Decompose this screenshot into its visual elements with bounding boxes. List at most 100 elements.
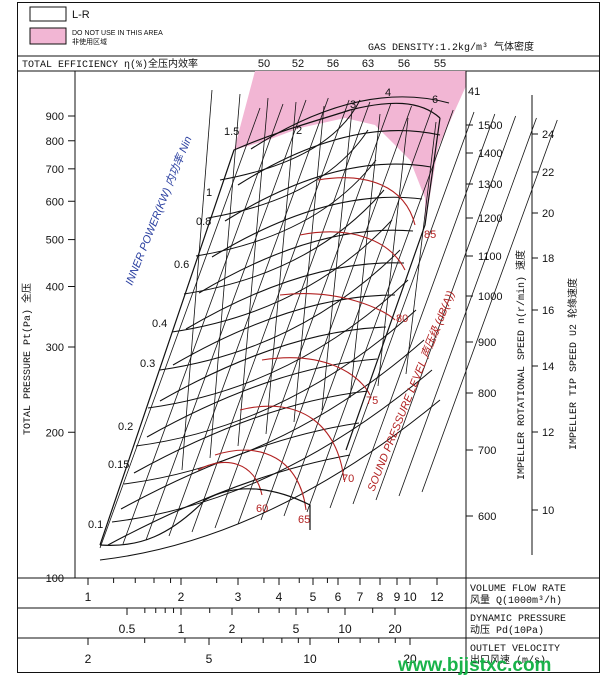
outlet-tick-label: 10 xyxy=(303,652,317,666)
sound-curve xyxy=(214,449,307,511)
sound-level-value: 70 xyxy=(342,473,354,485)
speed-tick-label: 1400 xyxy=(478,148,502,160)
flow-grid-line xyxy=(265,101,297,435)
legend-not-use-cn: 非使用区域 xyxy=(72,37,107,46)
speed-curves xyxy=(107,96,450,546)
dyn-axis-label-en: DYNAMIC PRESSURE xyxy=(470,614,566,625)
flow-tick-label: 6 xyxy=(335,590,342,604)
y-tick-label: 400 xyxy=(46,282,64,294)
y-tick-label: 900 xyxy=(46,111,64,123)
dyn-axis-label-cn: 动压 Pd(10Pa) xyxy=(470,624,544,637)
efficiency-tick: 52 xyxy=(292,58,304,70)
flow-grid-line xyxy=(191,99,350,533)
y-tick-label: 700 xyxy=(46,164,64,176)
inner-power-value: 0.8 xyxy=(196,216,211,228)
system-curve xyxy=(159,249,401,371)
sound-curve xyxy=(197,461,263,496)
speed-tick-label: 1100 xyxy=(478,251,502,263)
flow-grid-line xyxy=(398,117,537,497)
inner-power-value: 6 xyxy=(432,94,438,106)
speed-tick-label: 900 xyxy=(478,337,496,349)
flow-grid-line xyxy=(375,115,517,501)
flow-tick-label: 9 xyxy=(394,590,401,604)
not-use-region xyxy=(234,71,466,225)
flow-tick-label: 4 xyxy=(276,590,283,604)
inner-power-labels: 0.1 0.15 0.2 0.3 0.4 0.6 0.8 1 1.5 2 3 4 6 xyxy=(88,87,438,531)
inner-power-value: 0.6 xyxy=(174,259,189,271)
flow-tick-label: 2 xyxy=(178,590,185,604)
flow-axis-label-en: VOLUME FLOW RATE xyxy=(470,584,566,595)
corner-value: 41 xyxy=(468,86,480,98)
flow-grid-line xyxy=(237,103,392,525)
flow-grid-line xyxy=(99,107,261,549)
flow-tick-label: 3 xyxy=(235,590,242,604)
flow-grid-line xyxy=(260,105,412,521)
speed-tick-label: 700 xyxy=(478,445,496,457)
y-tick-label: 500 xyxy=(46,235,64,247)
sound-level-value: 80 xyxy=(396,313,408,325)
envelope-right xyxy=(345,117,441,451)
inner-power-value: 0.4 xyxy=(152,318,167,330)
legend-lr-label: L-R xyxy=(72,9,90,21)
outer-frame xyxy=(17,2,600,673)
tip-speed-axis-label: IMPELLER TIP SPEED U2 轮缘速度 xyxy=(566,278,580,450)
tip-speed-tick-label: 24 xyxy=(542,129,554,141)
sound-level-value: 75 xyxy=(366,395,378,407)
flow-grid-line xyxy=(283,107,433,517)
speed-tick-label: 600 xyxy=(478,511,496,523)
inner-power-value: 3 xyxy=(350,99,356,111)
sound-level-value: 85 xyxy=(424,229,436,241)
flow-grid-line xyxy=(122,103,284,545)
y-axis-ticks: 100 200 300 400 500 600 700 800 900 xyxy=(46,111,75,585)
sound-curve xyxy=(261,357,371,396)
inner-power-value: 1.5 xyxy=(224,126,239,138)
total-efficiency-label: TOTAL EFFICIENCY η(%)全压内效率 xyxy=(22,57,198,71)
dyn-tick-label: 1 xyxy=(178,622,185,636)
envelope-bottom xyxy=(99,488,311,547)
sound-level-value: 60 xyxy=(256,503,268,515)
system-curve xyxy=(99,399,441,561)
inner-power-value: 0.1 xyxy=(88,519,103,531)
y-tick-label: 200 xyxy=(46,427,64,439)
outlet-tick-label: 20 xyxy=(403,652,417,666)
tip-speed-tick-label: 20 xyxy=(542,208,554,220)
tip-speed-tick-label: 16 xyxy=(542,305,554,317)
dyn-tick-label: 2 xyxy=(229,622,236,636)
speed-curve xyxy=(107,454,351,546)
speed-curve xyxy=(237,130,441,186)
tip-speed-tick-label: 10 xyxy=(542,505,554,517)
flow-grid-line xyxy=(237,97,269,447)
efficiency-tick: 56 xyxy=(398,58,410,70)
flow-grid-line xyxy=(209,93,241,459)
tip-speed-tick-label: 18 xyxy=(542,253,554,265)
sound-curve xyxy=(279,293,396,321)
flow-grid-line xyxy=(377,117,409,387)
outlet-tick-label: 5 xyxy=(206,652,213,666)
efficiency-tick: 63 xyxy=(362,58,374,70)
speed-curve xyxy=(224,163,432,222)
flow-tick-label: 10 xyxy=(403,590,417,604)
outlet-axis-label-en: OUTLET VELOCITY xyxy=(470,644,560,655)
system-curve xyxy=(207,129,369,219)
flow-tick-label: 5 xyxy=(310,590,317,604)
flow-grid-line xyxy=(321,109,353,411)
flow-grid-line xyxy=(293,105,325,423)
system-curve xyxy=(147,279,409,409)
flow-axis: 1 2 3 4 5 6 7 8 9 10 12 xyxy=(85,578,444,604)
efficiency-tick: 50 xyxy=(258,58,270,70)
flow-tick-label: 7 xyxy=(357,590,364,604)
inner-power-value: 2 xyxy=(296,125,302,137)
dynamic-pressure-axis: 0.5 1 2 5 10 20 xyxy=(119,608,402,636)
speed-axis-label: IMPELLER ROTATIONAL SPEED n(r/min) 速度 xyxy=(514,250,528,480)
tip-speed-tick-label: 12 xyxy=(542,427,554,439)
flow-grid-line xyxy=(306,109,454,513)
speed-curve xyxy=(198,229,414,294)
flow-tick-label: 12 xyxy=(430,590,444,604)
speed-curve xyxy=(172,294,396,366)
speed-curve xyxy=(185,262,405,330)
flow-grid-line xyxy=(421,119,558,493)
inner-power-value: 4 xyxy=(385,87,391,99)
inner-power-value: 0.3 xyxy=(140,358,155,370)
system-curve xyxy=(219,99,361,181)
